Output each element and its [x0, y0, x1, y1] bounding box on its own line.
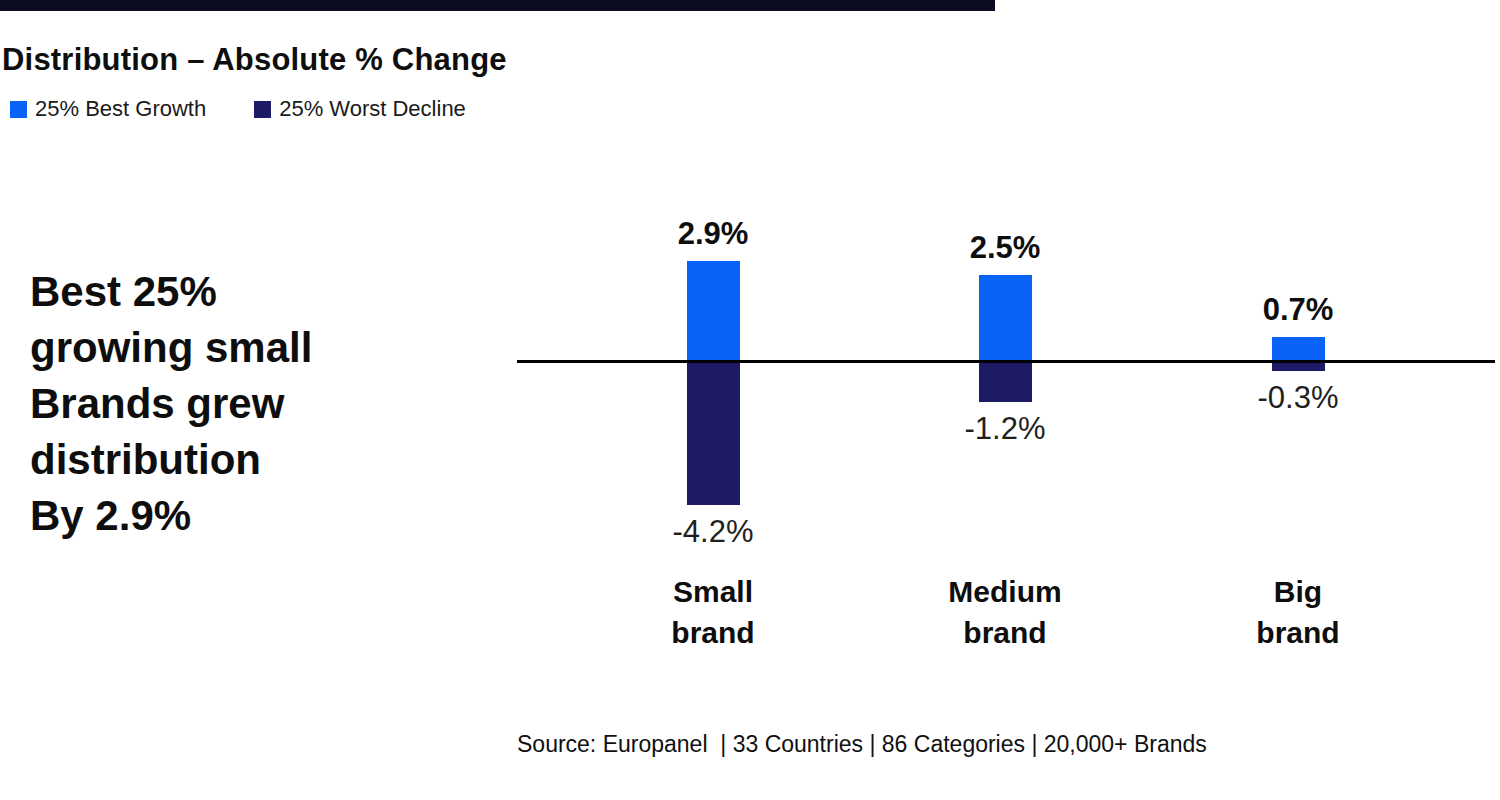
legend-label: 25% Worst Decline [279, 96, 466, 122]
top-accent-bar [0, 0, 995, 11]
bar-growth-big-brand [1272, 337, 1325, 361]
category-label-big-brand: Big brand [1178, 571, 1418, 653]
category-label-small-brand: Small brand [593, 571, 833, 653]
key-message: Best 25% growing small Brands grew distr… [30, 264, 470, 544]
legend: 25% Best Growth 25% Worst Decline [10, 96, 514, 122]
value-label-negative: -0.3% [1188, 380, 1408, 416]
category-label-medium-brand: Medium brand [885, 571, 1125, 653]
bar-decline-medium-brand [979, 361, 1032, 402]
legend-item-25-worst-decline: 25% Worst Decline [254, 96, 466, 122]
legend-swatch-25-worst-decline [254, 101, 271, 118]
slide: Distribution – Absolute % Change 25% Bes… [0, 0, 1500, 800]
chart-title: Distribution – Absolute % Change [2, 42, 507, 78]
legend-label: 25% Best Growth [35, 96, 206, 122]
legend-swatch-25-best-growth [10, 101, 27, 118]
bar-growth-medium-brand [979, 275, 1032, 361]
bar-decline-small-brand [687, 361, 740, 505]
value-label-negative: -1.2% [895, 411, 1115, 447]
legend-item-25-best-growth: 25% Best Growth [10, 96, 206, 122]
value-label-positive: 0.7% [1188, 292, 1408, 328]
value-label-positive: 2.5% [895, 230, 1115, 266]
bar-growth-small-brand [687, 261, 740, 361]
source-note: Source: Europanel | 33 Countries | 86 Ca… [517, 731, 1207, 758]
zero-axis-line [517, 360, 1495, 363]
value-label-positive: 2.9% [603, 216, 823, 252]
value-label-negative: -4.2% [603, 514, 823, 550]
